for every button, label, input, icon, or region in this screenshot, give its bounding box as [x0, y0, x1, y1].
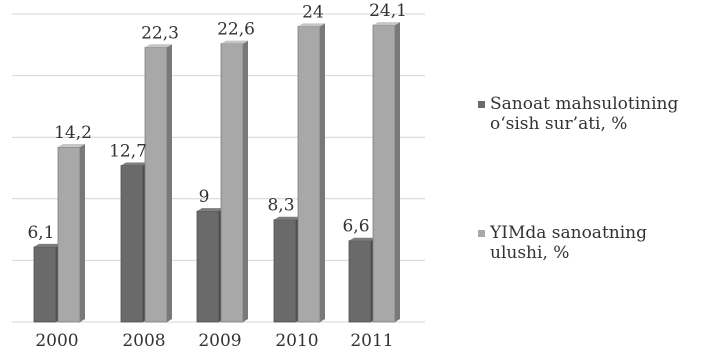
- data-label-growth-rate-2011: 6,6: [342, 217, 369, 237]
- data-label-gdp-share-2008: 22,3: [141, 23, 179, 43]
- bar-growth-rate-2008: [120, 165, 144, 323]
- legend-item-growth-rate: Sanoat mahsulotining o‘sish sur’ati, %: [478, 94, 707, 134]
- bar-top: [58, 144, 85, 148]
- x-axis-ticks: 2000 2008 2009 2010 2011: [35, 331, 393, 350]
- bar-gdp-share-2000: [57, 146, 81, 323]
- bar-gdp-share-2008: [144, 46, 168, 323]
- data-label-gdp-share-2010: 24: [302, 2, 324, 22]
- bar-top: [197, 208, 224, 212]
- data-label-gdp-share-2011: 24,1: [369, 1, 407, 21]
- bar-top: [298, 23, 325, 27]
- data-label-gdp-share-2000: 14,2: [54, 123, 92, 143]
- x-tick-label-2009: 2009: [198, 331, 241, 350]
- legend-swatch-gdp-share: [478, 230, 485, 237]
- bar-growth-rate-2000: [33, 246, 57, 323]
- legend-swatch-growth-rate: [478, 101, 485, 108]
- x-tick-label-2010: 2010: [275, 331, 318, 350]
- bar-gdp-share-2010: [297, 25, 321, 323]
- data-label-growth-rate-2000: 6,1: [27, 223, 54, 243]
- bar-growth-rate-2009: [196, 210, 220, 323]
- bar-top: [34, 243, 61, 247]
- bar-top: [349, 237, 376, 241]
- x-tick-label-2011: 2011: [350, 331, 393, 350]
- data-label-growth-rate-2010: 8,3: [267, 196, 294, 216]
- data-label-gdp-share-2009: 22,6: [217, 20, 255, 40]
- data-label-growth-rate-2009: 9: [199, 187, 210, 207]
- bar-series: [33, 22, 400, 323]
- x-tick-label-2008: 2008: [122, 331, 165, 350]
- bar-gdp-share-2009: [220, 43, 244, 323]
- bar-side: [395, 22, 400, 322]
- bar-top: [121, 162, 148, 166]
- bar-top: [373, 22, 400, 26]
- legend-item-gdp-share: YIMda sanoatning ulushi, %: [478, 223, 707, 263]
- bar-top: [221, 40, 248, 44]
- legend-label-growth-rate: Sanoat mahsulotining o‘sish sur’ati, %: [490, 94, 679, 134]
- bar-side: [167, 44, 172, 322]
- data-label-growth-rate-2008: 12,7: [109, 142, 147, 162]
- bar-gdp-share-2011: [372, 24, 396, 323]
- data-labels: 6,1 14,2 12,7 22,3 9 22,6 8,3 24 6,6 24,1: [27, 1, 406, 243]
- bar-top: [274, 216, 301, 220]
- bar-side: [243, 40, 248, 323]
- legend-label-gdp-share: YIMda sanoatning ulushi, %: [490, 223, 647, 263]
- bar-growth-rate-2011: [348, 240, 372, 323]
- x-tick-label-2000: 2000: [35, 331, 78, 350]
- bar-side: [320, 23, 325, 322]
- bar-growth-rate-2010: [273, 219, 297, 323]
- bar-top: [145, 44, 172, 48]
- bar-side: [80, 144, 85, 322]
